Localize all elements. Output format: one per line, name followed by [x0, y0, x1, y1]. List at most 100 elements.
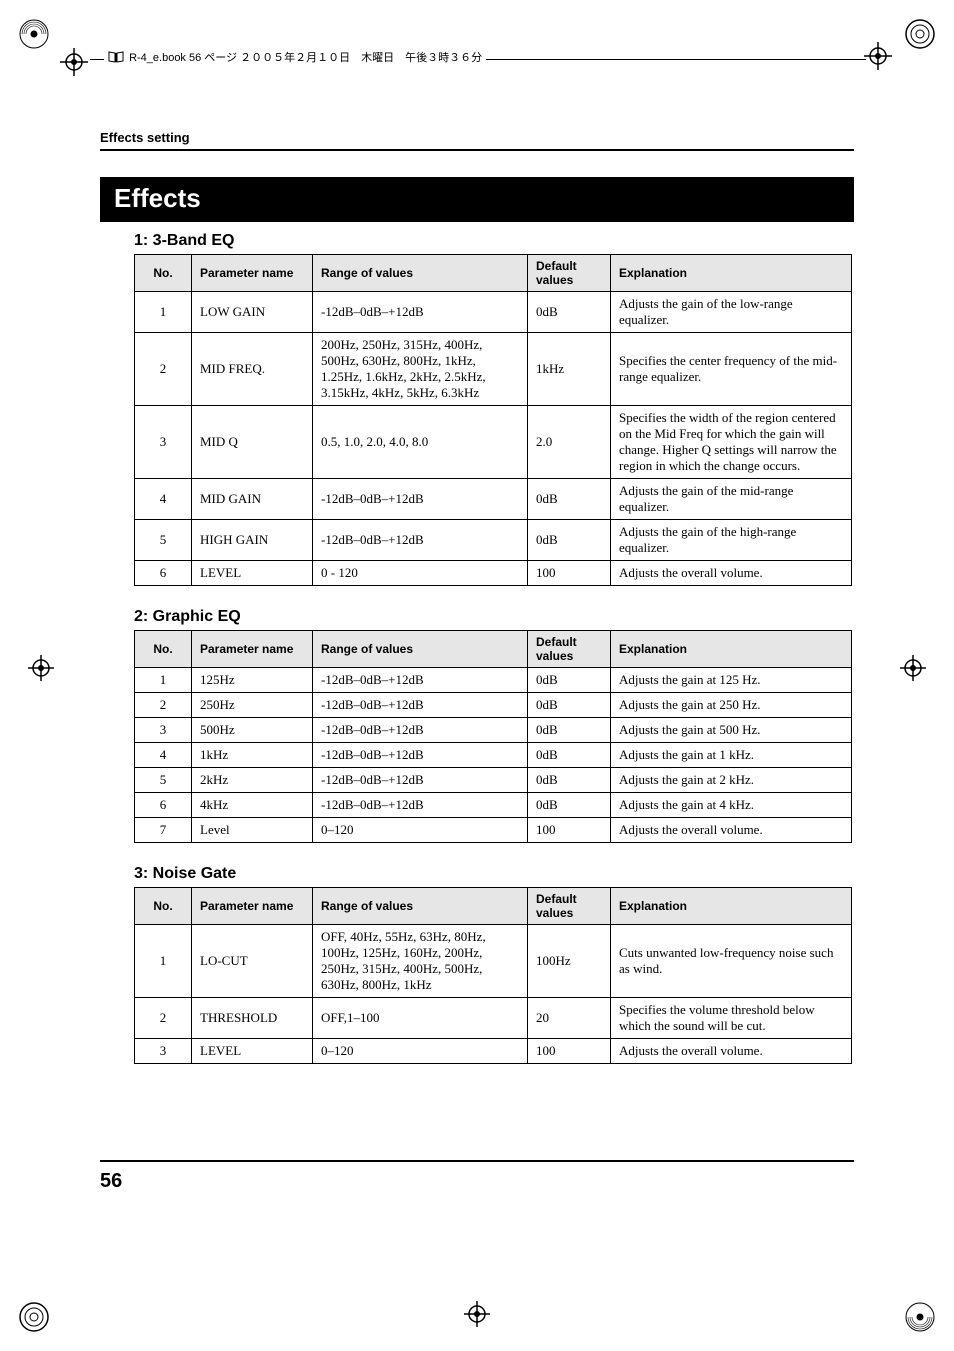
cell-default: 0dB [528, 520, 611, 561]
cell-range: -12dB–0dB–+12dB [313, 292, 528, 333]
cell-no: 2 [135, 693, 192, 718]
page-title: Effects [100, 177, 854, 222]
cell-parameter: LEVEL [192, 1039, 313, 1064]
column-header: Parameter name [192, 255, 313, 292]
cell-explanation: Adjusts the gain at 1 kHz. [611, 743, 852, 768]
book-icon [108, 51, 124, 63]
corner-ornament-br [904, 1301, 936, 1333]
table-row: 1LO-CUTOFF, 40Hz, 55Hz, 63Hz, 80Hz, 100H… [135, 925, 852, 998]
cell-no: 4 [135, 479, 192, 520]
subheading: 1: 3-Band EQ [134, 232, 854, 250]
table-row: 2250Hz-12dB–0dB–+12dB0dBAdjusts the gain… [135, 693, 852, 718]
table-row: 2THRESHOLDOFF,1–10020Specifies the volum… [135, 998, 852, 1039]
crosshair-top-left [60, 48, 88, 76]
cell-no: 3 [135, 1039, 192, 1064]
table-row: 64kHz-12dB–0dB–+12dB0dBAdjusts the gain … [135, 793, 852, 818]
cell-default: 0dB [528, 479, 611, 520]
registration-text: R-4_e.book 56 ページ ２００５年２月１０日 木曜日 午後３時３６分 [104, 49, 486, 65]
column-header: Parameter name [192, 631, 313, 668]
column-header: Explanation [611, 255, 852, 292]
cell-range: 0–120 [313, 818, 528, 843]
column-header: Default values [528, 631, 611, 668]
cell-no: 7 [135, 818, 192, 843]
parameter-table: No.Parameter nameRange of valuesDefault … [134, 887, 852, 1064]
table-row: 3500Hz-12dB–0dB–+12dB0dBAdjusts the gain… [135, 718, 852, 743]
cell-explanation: Adjusts the gain of the low-range equali… [611, 292, 852, 333]
table-row: 52kHz-12dB–0dB–+12dB0dBAdjusts the gain … [135, 768, 852, 793]
cell-no: 5 [135, 520, 192, 561]
column-header: Range of values [313, 631, 528, 668]
cell-explanation: Adjusts the gain at 2 kHz. [611, 768, 852, 793]
cell-range: -12dB–0dB–+12dB [313, 479, 528, 520]
cell-range: OFF, 40Hz, 55Hz, 63Hz, 80Hz, 100Hz, 125H… [313, 925, 528, 998]
crosshair-left [28, 655, 54, 681]
cell-default: 0dB [528, 693, 611, 718]
crosshair-bottom [464, 1301, 490, 1327]
cell-no: 6 [135, 561, 192, 586]
cell-default: 0dB [528, 718, 611, 743]
cell-default: 100 [528, 561, 611, 586]
table-row: 3LEVEL0–120100Adjusts the overall volume… [135, 1039, 852, 1064]
subheading: 2: Graphic EQ [134, 608, 854, 626]
cell-parameter: MID Q [192, 406, 313, 479]
column-header: Default values [528, 255, 611, 292]
cell-parameter: 1kHz [192, 743, 313, 768]
cell-explanation: Specifies the center frequency of the mi… [611, 333, 852, 406]
cell-default: 1kHz [528, 333, 611, 406]
cell-default: 0dB [528, 292, 611, 333]
cell-default: 0dB [528, 793, 611, 818]
cell-default: 100 [528, 1039, 611, 1064]
column-header: No. [135, 255, 192, 292]
cell-parameter: THRESHOLD [192, 998, 313, 1039]
cell-explanation: Specifies the width of the region center… [611, 406, 852, 479]
table-row: 2MID FREQ.200Hz, 250Hz, 315Hz, 400Hz, 50… [135, 333, 852, 406]
corner-ornament-tr [904, 18, 936, 50]
cell-parameter: 2kHz [192, 768, 313, 793]
table-row: 3MID Q0.5, 1.0, 2.0, 4.0, 8.02.0Specifie… [135, 406, 852, 479]
table-row: 4MID GAIN-12dB–0dB–+12dB0dBAdjusts the g… [135, 479, 852, 520]
cell-no: 2 [135, 333, 192, 406]
subheading: 3: Noise Gate [134, 865, 854, 883]
column-header: Explanation [611, 631, 852, 668]
cell-explanation: Adjusts the overall volume. [611, 1039, 852, 1064]
page-number: 56 [100, 1170, 122, 1193]
column-header: No. [135, 888, 192, 925]
table-row: 6LEVEL0 - 120100Adjusts the overall volu… [135, 561, 852, 586]
column-header: No. [135, 631, 192, 668]
cell-explanation: Adjusts the gain at 500 Hz. [611, 718, 852, 743]
cell-range: -12dB–0dB–+12dB [313, 743, 528, 768]
cell-range: 0–120 [313, 1039, 528, 1064]
crosshair-top-right [864, 42, 892, 75]
parameter-table: No.Parameter nameRange of valuesDefault … [134, 630, 852, 843]
cell-range: -12dB–0dB–+12dB [313, 520, 528, 561]
cell-explanation: Adjusts the gain at 4 kHz. [611, 793, 852, 818]
cell-explanation: Adjusts the overall volume. [611, 818, 852, 843]
cell-range: -12dB–0dB–+12dB [313, 793, 528, 818]
cell-no: 1 [135, 925, 192, 998]
cell-parameter: LO-CUT [192, 925, 313, 998]
cell-parameter: 250Hz [192, 693, 313, 718]
registration-mark [60, 48, 88, 76]
corner-ornament-bl [18, 1301, 50, 1333]
cell-explanation: Cuts unwanted low-frequency noise such a… [611, 925, 852, 998]
cell-no: 4 [135, 743, 192, 768]
corner-ornament-tl [18, 18, 50, 50]
cell-range: 0.5, 1.0, 2.0, 4.0, 8.0 [313, 406, 528, 479]
cell-no: 6 [135, 793, 192, 818]
parameter-table: No.Parameter nameRange of valuesDefault … [134, 254, 852, 586]
cell-parameter: HIGH GAIN [192, 520, 313, 561]
cell-parameter: LOW GAIN [192, 292, 313, 333]
cell-default: 20 [528, 998, 611, 1039]
cell-explanation: Specifies the volume threshold below whi… [611, 998, 852, 1039]
cell-default: 100Hz [528, 925, 611, 998]
footer-rule [100, 1160, 854, 1162]
cell-default: 2.0 [528, 406, 611, 479]
column-header: Parameter name [192, 888, 313, 925]
page: R-4_e.book 56 ページ ２００５年２月１０日 木曜日 午後３時３６分… [0, 0, 954, 1351]
cell-no: 1 [135, 668, 192, 693]
cell-parameter: Level [192, 818, 313, 843]
cell-range: -12dB–0dB–+12dB [313, 668, 528, 693]
sections-container: 1: 3-Band EQNo.Parameter nameRange of va… [100, 232, 854, 1064]
cell-parameter: MID GAIN [192, 479, 313, 520]
cell-no: 2 [135, 998, 192, 1039]
